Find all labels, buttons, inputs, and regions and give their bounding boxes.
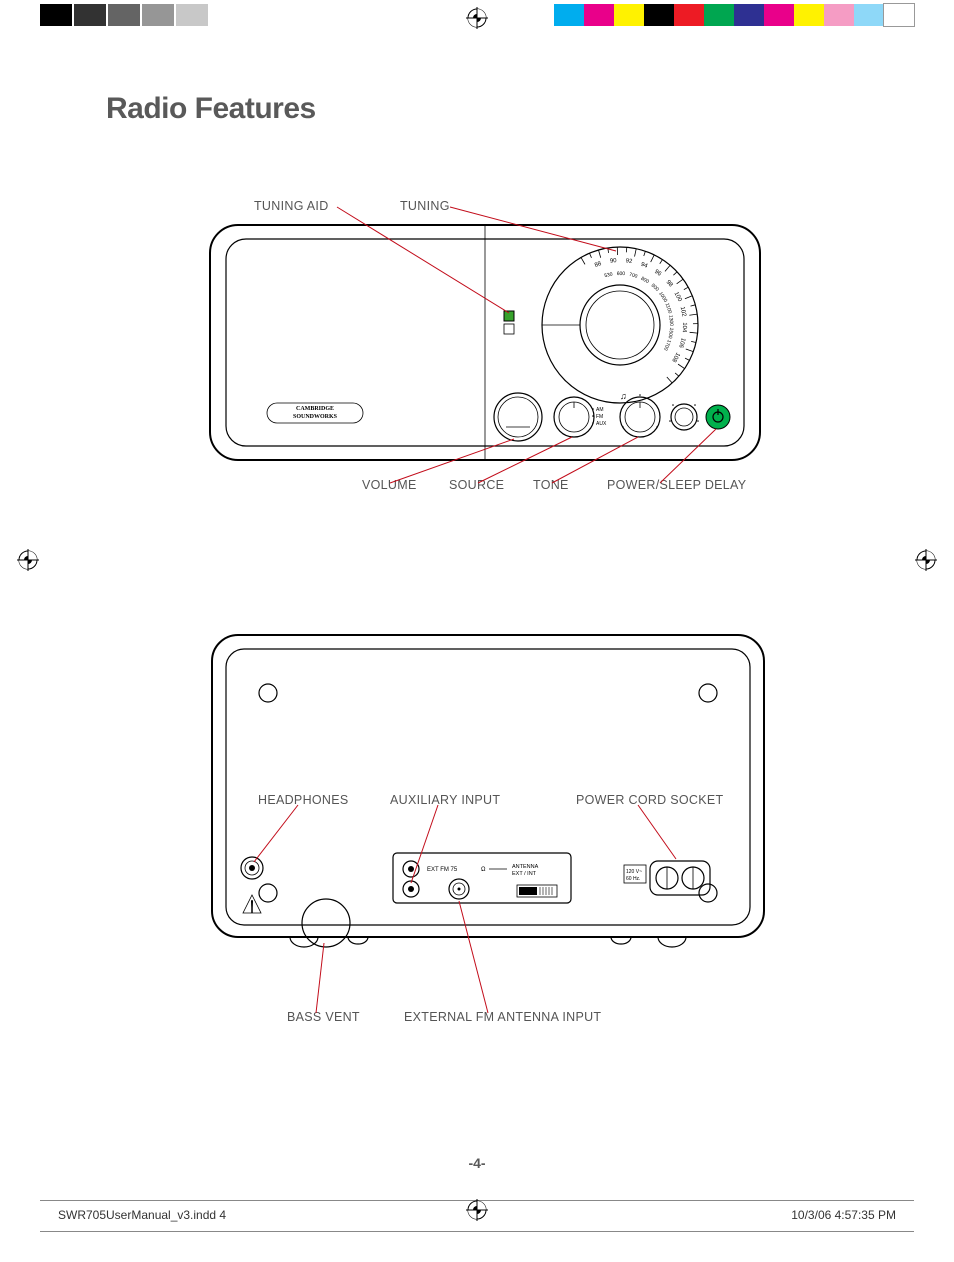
- footer-filename: SWR705UserManual_v3.indd 4: [58, 1208, 226, 1222]
- svg-text:102: 102: [679, 306, 687, 318]
- svg-text:98: 98: [665, 279, 674, 288]
- svg-text:Ω: Ω: [481, 867, 486, 873]
- svg-text:♫: ♫: [620, 391, 627, 401]
- svg-text:CAMBRIDGE: CAMBRIDGE: [296, 406, 334, 412]
- svg-text:90: 90: [610, 258, 618, 265]
- svg-text:800: 800: [640, 276, 650, 285]
- svg-text:FM: FM: [596, 414, 603, 420]
- svg-text:100: 100: [673, 291, 683, 303]
- svg-text:EXT FM 75: EXT FM 75: [427, 867, 458, 873]
- svg-text:106: 106: [677, 337, 686, 349]
- registration-mark-right: [915, 549, 937, 571]
- svg-text:600: 600: [617, 271, 626, 277]
- svg-text:AM: AM: [596, 407, 604, 413]
- svg-text:900: 900: [650, 283, 660, 293]
- svg-text:530: 530: [604, 271, 614, 279]
- registration-mark-top: [466, 7, 488, 29]
- svg-text:1300: 1300: [667, 315, 674, 327]
- svg-text:ANTENNA: ANTENNA: [512, 864, 539, 870]
- svg-text:1700: 1700: [662, 339, 672, 352]
- color-swatches: [554, 4, 914, 26]
- radio-front-diagram: 88 90 92 94 9698 100 102 104 106 108 5306007008009…: [200, 195, 770, 495]
- svg-text:96: 96: [653, 269, 662, 278]
- svg-text:1500: 1500: [667, 327, 675, 339]
- page-title: Radio Features: [106, 92, 316, 126]
- registration-mark-bottom: [466, 1199, 488, 1221]
- svg-text:94: 94: [640, 262, 649, 270]
- footer-timestamp: 10/3/06 4:57:35 PM: [791, 1208, 896, 1222]
- svg-text:120 V~: 120 V~: [626, 869, 642, 875]
- svg-text:60 Hz.: 60 Hz.: [626, 876, 640, 882]
- svg-text:92: 92: [625, 258, 633, 265]
- svg-text:700: 700: [628, 272, 638, 280]
- radio-back-diagram: EXT FM 75 Ω ANTENNA EXT / INT 120 V~ 60 …: [198, 625, 778, 1025]
- svg-text:108: 108: [670, 351, 681, 363]
- svg-text:104: 104: [681, 322, 687, 333]
- svg-text:1100: 1100: [664, 302, 673, 314]
- svg-text:EXT / INT: EXT / INT: [512, 871, 537, 877]
- page-number: -4-: [0, 1155, 954, 1171]
- svg-text:SOUNDWORKS: SOUNDWORKS: [293, 414, 338, 420]
- gray-swatches: [40, 4, 210, 26]
- svg-text:88: 88: [594, 261, 603, 269]
- svg-text:1000: 1000: [657, 291, 668, 304]
- svg-text:AUX: AUX: [596, 421, 607, 427]
- registration-mark-left: [17, 549, 39, 571]
